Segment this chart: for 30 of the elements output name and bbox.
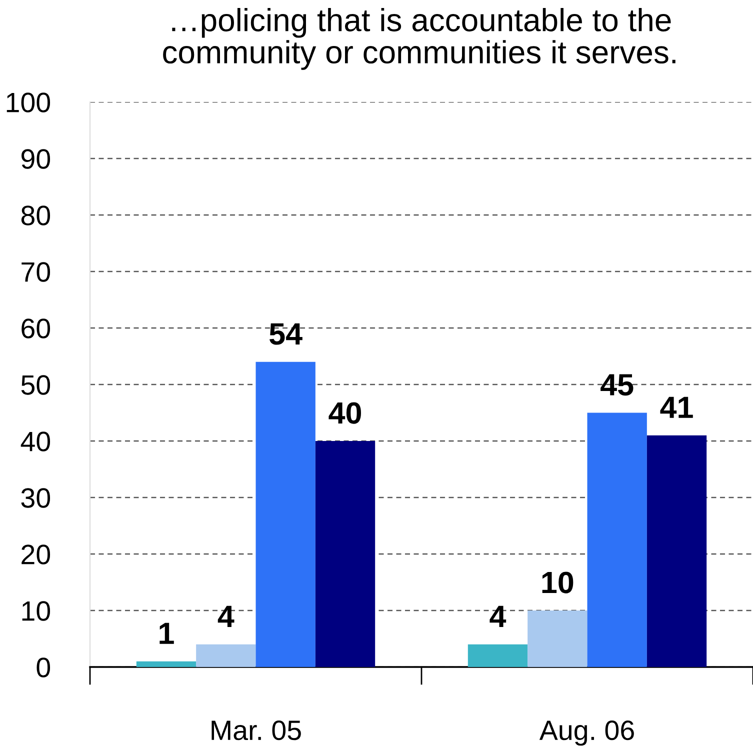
bar	[646, 435, 707, 667]
y-tick-label: 20	[22, 544, 50, 564]
bar	[468, 644, 528, 667]
chart-title: …policing that is accountable to the community or communities it serves.	[163, 8, 676, 70]
y-tick-label: 60	[22, 318, 50, 338]
bar	[528, 610, 588, 667]
data-label: 45	[600, 374, 634, 396]
y-tick-label: 40	[20, 432, 50, 452]
y-tick-label: 100	[6, 92, 50, 112]
data-label: 1	[160, 622, 174, 644]
y-tick-label: 80	[21, 206, 50, 226]
y-tick-label: 0	[36, 658, 50, 678]
y-tick-label: 90	[22, 149, 50, 169]
x-tick-label: Mar. 05	[212, 720, 301, 740]
bar	[196, 644, 256, 667]
data-label: 40	[328, 402, 361, 424]
data-label: 41	[660, 396, 693, 418]
y-tick-label: 30	[21, 488, 50, 508]
bar	[587, 412, 647, 667]
bar	[315, 441, 376, 667]
y-tick-label: 50	[21, 375, 50, 395]
x-tick-label: Aug. 06	[539, 720, 634, 746]
y-tick-label: 70	[22, 262, 50, 282]
data-label: 4	[218, 606, 234, 627]
data-label: 10	[542, 572, 574, 594]
bar	[256, 362, 316, 667]
y-tick-label: 10	[22, 601, 50, 621]
bar	[136, 661, 196, 667]
data-label: 54	[270, 323, 302, 345]
data-label: 4	[490, 606, 506, 627]
